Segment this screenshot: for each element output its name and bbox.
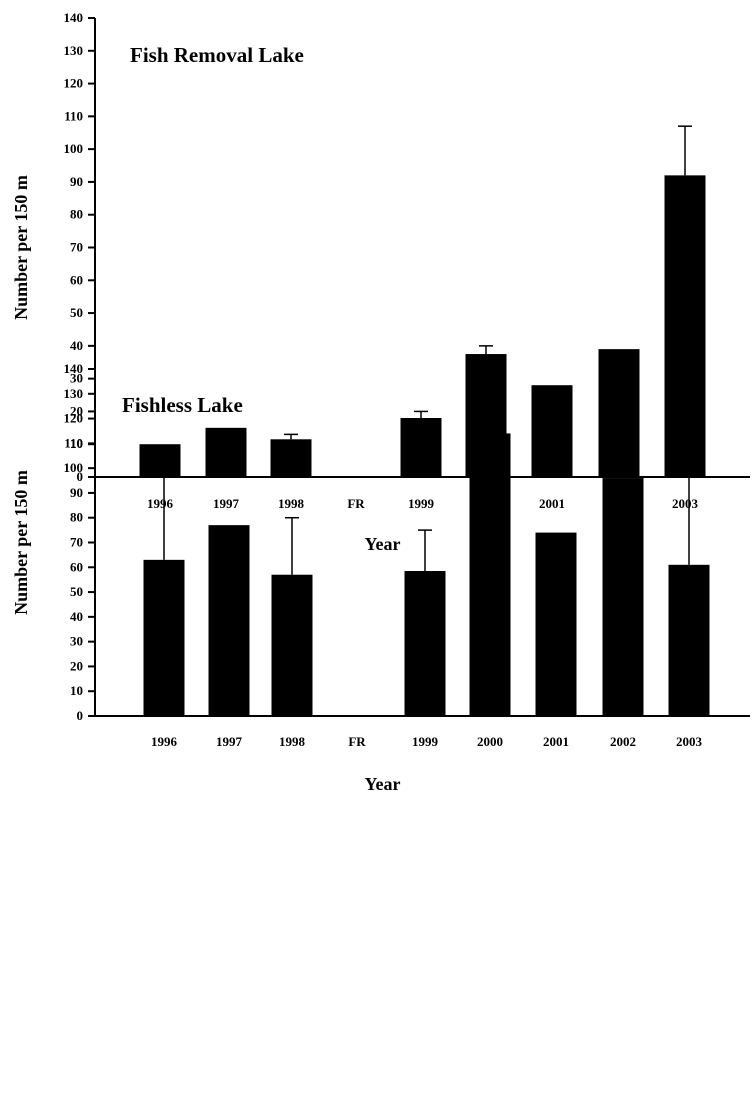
x-tick-label: 2003 [676, 734, 703, 749]
x-tick-label: 2001 [539, 496, 565, 511]
bar-1999 [404, 571, 446, 716]
y-tick-label: 100 [64, 141, 84, 156]
y-tick-label: 110 [64, 108, 83, 123]
bar-2001 [531, 385, 573, 477]
bar-2001 [535, 532, 577, 716]
bar-1998 [271, 574, 313, 716]
x-tick-label: 1998 [279, 734, 306, 749]
bar-2000 [469, 433, 511, 716]
x-axis-title: Year [365, 534, 401, 554]
x-tick-label: 1999 [412, 734, 439, 749]
y-tick-label: 10 [70, 436, 83, 451]
panel-title: Fishless Lake [122, 393, 243, 417]
bar-2002 [598, 349, 640, 477]
y-tick-label: 120 [64, 411, 84, 426]
y-tick-label: 120 [64, 76, 84, 91]
x-axis-title: Year [365, 774, 401, 794]
y-tick-label: 40 [70, 338, 83, 353]
y-tick-label: 10 [70, 683, 83, 698]
x-tick-label: 1996 [147, 496, 174, 511]
y-tick-label: 30 [70, 634, 83, 649]
panel-title: Fish Removal Lake [130, 43, 304, 67]
x-tick-label: 1997 [213, 496, 240, 511]
x-tick-label: 2003 [672, 496, 699, 511]
y-tick-label: 60 [70, 272, 83, 287]
x-tick-label: FR [347, 496, 365, 511]
y-tick-label: 70 [70, 535, 83, 550]
y-tick-label: 50 [70, 305, 83, 320]
bar-2002 [602, 478, 644, 716]
y-tick-label: 80 [70, 510, 83, 525]
y-tick-label: 90 [70, 174, 83, 189]
y-tick-label: 50 [70, 584, 83, 599]
y-tick-label: 130 [64, 43, 84, 58]
x-tick-label: 2002 [610, 734, 636, 749]
y-tick-label: 100 [64, 460, 84, 475]
x-tick-label: 1996 [151, 734, 178, 749]
bar-1998 [270, 439, 312, 477]
bar-2003 [668, 564, 710, 716]
y-tick-label: 20 [70, 403, 83, 418]
x-tick-label: 2000 [477, 734, 503, 749]
y-tick-label: 140 [64, 10, 84, 25]
y-tick-label: 40 [70, 609, 83, 624]
bar-1997 [205, 427, 247, 477]
y-tick-label: 70 [70, 240, 83, 255]
bar-1999 [400, 417, 442, 477]
bar-1996 [143, 559, 185, 716]
x-tick-label: 2001 [543, 734, 569, 749]
x-tick-label: 1999 [408, 496, 435, 511]
y-tick-label: 60 [70, 559, 83, 574]
chart-panel-1: 0 10 20 30 40 50 60 70 80 90 100 110 120 130 140 1996 19… [11, 10, 750, 554]
y-axis-title: Number per 150 m [11, 470, 31, 615]
y-tick-label: 90 [70, 485, 83, 500]
y-tick-label: 130 [64, 386, 84, 401]
bar-1996 [139, 444, 181, 477]
y-tick-label: 0 [77, 469, 84, 484]
y-tick-label: 110 [64, 435, 83, 450]
y-tick-label: 80 [70, 207, 83, 222]
y-tick-label: 140 [64, 361, 84, 376]
x-tick-label: 1997 [216, 734, 243, 749]
bar-1997 [208, 525, 250, 716]
y-tick-label: 20 [70, 658, 83, 673]
x-tick-label: FR [348, 734, 366, 749]
y-tick-label: 30 [70, 371, 83, 386]
bar-2003 [664, 175, 706, 477]
y-axis-title: Number per 150 m [11, 175, 31, 320]
y-tick-label: 0 [77, 708, 84, 723]
x-tick-label: 1998 [278, 496, 305, 511]
